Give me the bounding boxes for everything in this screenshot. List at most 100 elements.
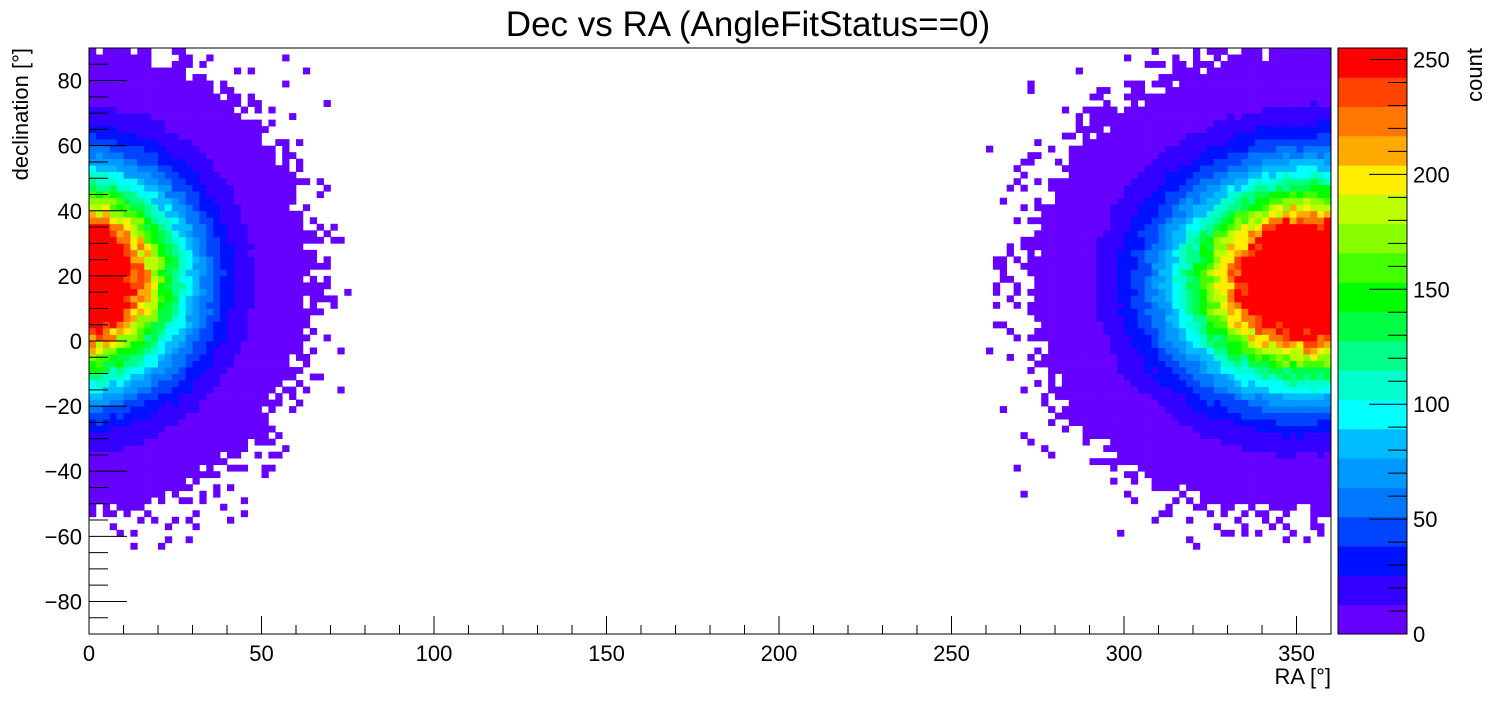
- heatmap-cell: [1310, 347, 1318, 355]
- heatmap-cell: [116, 262, 124, 270]
- heatmap-cell: [1193, 61, 1201, 68]
- heatmap-cell: [192, 275, 200, 283]
- heatmap-cell: [123, 197, 131, 205]
- heatmap-cell: [151, 119, 159, 127]
- heatmap-cell: [1179, 61, 1187, 68]
- heatmap-cell: [1110, 308, 1118, 316]
- heatmap-cell: [1220, 341, 1228, 348]
- heatmap-cell: [1096, 399, 1104, 407]
- heatmap-cell: [1172, 100, 1180, 107]
- heatmap-cell: [1303, 438, 1311, 446]
- heatmap-cell: [144, 314, 152, 322]
- heatmap-cell: [1262, 269, 1270, 277]
- heatmap-cell: [289, 314, 297, 322]
- heatmap-cell: [213, 210, 221, 218]
- heatmap-cell: [999, 197, 1008, 205]
- heatmap-cell: [1324, 295, 1332, 303]
- heatmap-cell: [171, 210, 180, 218]
- heatmap-cell: [137, 236, 145, 244]
- heatmap-cell: [171, 367, 180, 374]
- heatmap-cell: [1186, 256, 1194, 264]
- heatmap-cell: [1255, 386, 1263, 394]
- heatmap-cell: [247, 217, 255, 225]
- heatmap-cell: [109, 334, 117, 342]
- heatmap-cell: [1144, 230, 1152, 238]
- heatmap-cell: [1041, 301, 1049, 309]
- heatmap-cell: [137, 419, 145, 426]
- heatmap-cell: [95, 438, 104, 446]
- heatmap-cell: [1165, 354, 1173, 361]
- heatmap-cell: [123, 106, 131, 114]
- heatmap-cell: [1124, 223, 1132, 231]
- heatmap-cell: [227, 432, 235, 440]
- heatmap-cell: [89, 204, 97, 212]
- heatmap-cell: [1206, 341, 1215, 348]
- heatmap-cell: [986, 145, 994, 153]
- heatmap-cell: [199, 197, 207, 205]
- heatmap-cell: [1117, 301, 1125, 309]
- heatmap-cell: [1303, 275, 1311, 283]
- heatmap-cell: [1075, 145, 1083, 153]
- heatmap-cell: [289, 367, 297, 374]
- heatmap-cell: [213, 249, 221, 257]
- heatmap-cell: [1089, 334, 1097, 342]
- heatmap-cell: [261, 204, 269, 212]
- heatmap-cell: [261, 217, 269, 225]
- heatmap-cell: [137, 217, 145, 225]
- heatmap-cell: [109, 165, 117, 173]
- heatmap-cell: [206, 412, 214, 420]
- heatmap-cell: [1289, 295, 1297, 303]
- heatmap-cell: [137, 503, 145, 511]
- heatmap-cell: [302, 178, 311, 186]
- heatmap-cell: [1206, 510, 1215, 518]
- heatmap-cell: [171, 132, 180, 140]
- heatmap-cell: [1275, 399, 1284, 407]
- heatmap-cell: [1310, 223, 1318, 231]
- heatmap-cell: [1234, 380, 1242, 387]
- heatmap-cell: [1289, 347, 1297, 355]
- heatmap-cell: [206, 386, 214, 394]
- heatmap-cell: [1055, 184, 1063, 192]
- heatmap-cell: [164, 184, 173, 192]
- heatmap-cell: [1061, 262, 1070, 270]
- heatmap-cell: [192, 471, 200, 479]
- heatmap-cell: [1310, 249, 1318, 257]
- heatmap-cell: [1193, 184, 1201, 192]
- heatmap-cell: [1124, 282, 1132, 290]
- heatmap-cell: [116, 503, 124, 511]
- heatmap-cell: [296, 243, 304, 251]
- heatmap-cell: [1179, 191, 1187, 199]
- heatmap-cell: [275, 295, 283, 303]
- heatmap-cell: [1289, 171, 1297, 179]
- heatmap-cell: [1096, 367, 1104, 374]
- heatmap-cell: [261, 223, 269, 231]
- heatmap-cell: [1282, 93, 1290, 101]
- heatmap-cell: [1317, 503, 1325, 511]
- heatmap-cell: [1206, 490, 1215, 498]
- heatmap-cell: [178, 80, 186, 88]
- heatmap-cell: [137, 197, 145, 205]
- heatmap-cell: [1096, 308, 1104, 316]
- heatmap-cell: [302, 236, 311, 244]
- heatmap-cell: [137, 204, 145, 212]
- heatmap-cell: [1241, 132, 1249, 140]
- heatmap-cell: [1172, 184, 1180, 192]
- heatmap-cell: [158, 145, 166, 153]
- heatmap-cell: [137, 438, 145, 446]
- heatmap-cell: [1137, 171, 1146, 179]
- heatmap-cell: [164, 256, 173, 264]
- heatmap-cell: [1248, 341, 1256, 348]
- heatmap-cell: [1248, 445, 1256, 453]
- heatmap-cell: [1103, 113, 1111, 120]
- heatmap-cell: [164, 100, 173, 107]
- heatmap-cell: [1068, 399, 1077, 407]
- heatmap-cell: [261, 354, 269, 361]
- heatmap-cell: [1255, 152, 1263, 160]
- heatmap-cell: [1255, 451, 1263, 459]
- heatmap-cell: [1110, 393, 1118, 400]
- heatmap-cell: [1282, 484, 1290, 492]
- heatmap-cell: [1199, 367, 1208, 374]
- heatmap-cell: [1234, 334, 1242, 342]
- heatmap-cell: [158, 490, 166, 498]
- heatmap-cell: [254, 230, 262, 238]
